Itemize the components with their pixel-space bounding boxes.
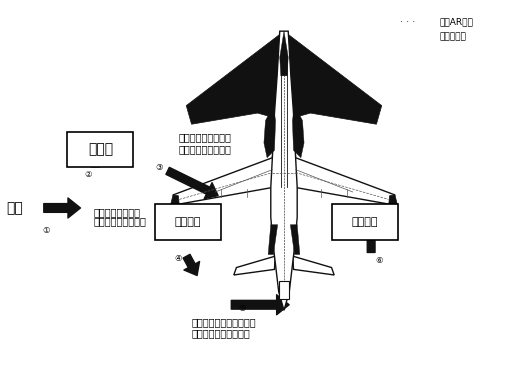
Polygon shape [292,240,334,275]
Text: 的单一视角: 的单一视角 [440,32,467,41]
Text: 导航箭头指示前往: 导航箭头指示前往 [94,207,141,217]
Text: ⑥: ⑥ [375,256,383,265]
Text: 佩戴AR设备: 佩戴AR设备 [440,17,474,26]
Polygon shape [293,106,304,158]
Text: 头指示前往工作区域: 头指示前往工作区域 [178,144,231,154]
Text: ④: ④ [175,254,182,263]
Text: 工作完毕导航箭头指示前: 工作完毕导航箭头指示前 [192,317,256,327]
Text: 往下一个工作区域工作: 往下一个工作区域工作 [192,328,250,338]
Text: 工作区域: 工作区域 [352,217,378,227]
Polygon shape [271,31,297,310]
Text: ②: ② [85,170,92,179]
Text: ①: ① [42,226,50,235]
Polygon shape [389,195,398,206]
Text: ③: ③ [155,162,162,171]
Polygon shape [264,106,276,158]
Polygon shape [170,195,179,206]
Polygon shape [279,280,289,299]
Polygon shape [234,240,276,275]
Polygon shape [294,132,395,204]
Text: 进场: 进场 [7,201,23,215]
Text: 工作区域: 工作区域 [174,217,201,227]
Polygon shape [280,31,288,76]
FancyBboxPatch shape [331,204,398,240]
FancyBboxPatch shape [67,132,133,167]
Polygon shape [173,132,275,204]
Text: 工具箱: 工具箱 [88,142,113,156]
Text: ⑤: ⑤ [238,304,245,313]
FancyBboxPatch shape [155,204,220,240]
Polygon shape [186,31,382,124]
Text: 工具领取完毕导航箭: 工具领取完毕导航箭 [178,132,231,142]
Polygon shape [290,225,300,255]
Text: · · ·: · · · [400,17,415,27]
Text: 工具箱领取维修工具: 工具箱领取维修工具 [94,216,147,226]
Polygon shape [268,225,278,255]
